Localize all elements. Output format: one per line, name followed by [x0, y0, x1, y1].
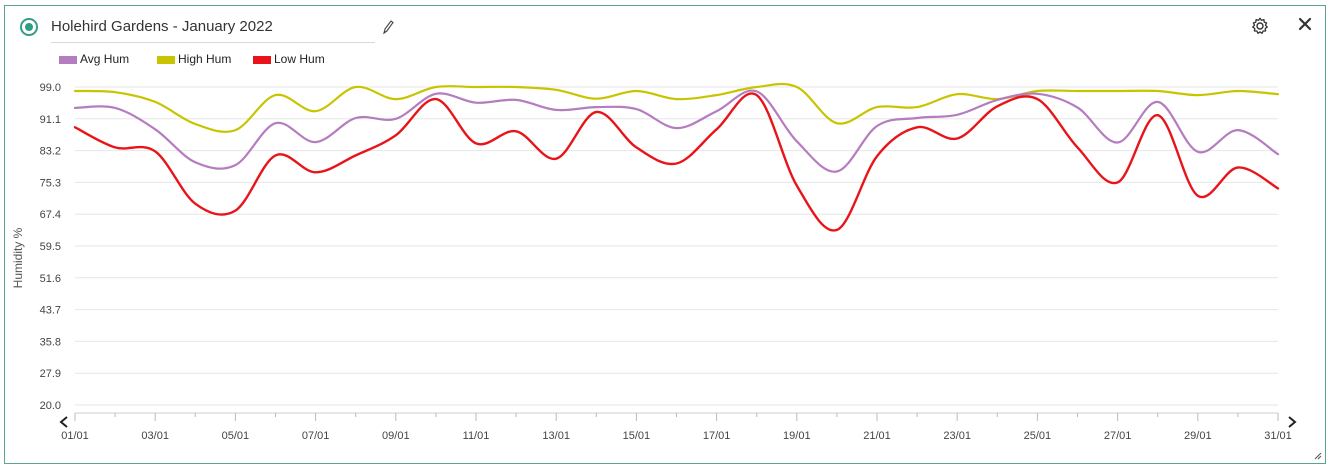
- x-tick-label: 19/01: [783, 430, 811, 442]
- status-radio-icon[interactable]: [20, 18, 38, 36]
- series-line-avg-hum: [73, 89, 1280, 173]
- series-lines: [73, 82, 1280, 232]
- chevron-left-icon[interactable]: [59, 416, 68, 428]
- x-tick-label: 05/01: [222, 430, 250, 442]
- x-tick-label: 31/01: [1264, 430, 1292, 442]
- x-tick-label: 11/01: [463, 430, 490, 442]
- x-axis: 01/01 03/01 05/01 07/01 09/01 11/01 13/01 15/01…: [61, 412, 1292, 442]
- chevron-right-icon[interactable]: [1288, 416, 1297, 428]
- legend-label-avg-hum: Avg Hum: [80, 52, 130, 66]
- x-tick-label: 29/01: [1184, 430, 1212, 442]
- y-tick-label: 67.4: [40, 209, 61, 221]
- y-tick-label: 59.5: [40, 241, 61, 253]
- x-tick-label: 09/01: [382, 430, 410, 442]
- x-tick-label: 03/01: [141, 430, 169, 442]
- chart-window: Holehird Gardens - January 2022 Avg Hum …: [4, 5, 1326, 464]
- grid-lines: [75, 86, 1278, 406]
- x-tick-label: 13/01: [542, 430, 570, 442]
- close-icon[interactable]: [1297, 16, 1313, 32]
- x-tick-label: 15/01: [623, 430, 651, 442]
- legend-swatch-low-hum: [253, 56, 271, 64]
- y-tick-label: 83.2: [40, 146, 61, 158]
- x-tick-label: 21/01: [863, 430, 891, 442]
- chart-plot: 99.0 91.1 83.2 75.3 67.4 59.5 51.6 43.7 35.8 27.9…: [40, 82, 1297, 442]
- y-tick-label: 91.1: [40, 114, 61, 126]
- y-tick-labels: 99.0 91.1 83.2 75.3 67.4 59.5 51.6 43.7 35.8 27.9…: [40, 82, 61, 412]
- y-tick-label: 20.0: [40, 400, 61, 412]
- y-tick-label: 51.6: [40, 273, 61, 285]
- y-tick-label: 99.0: [40, 82, 61, 94]
- legend-swatch-high-hum: [157, 56, 175, 64]
- y-tick-label: 27.9: [40, 368, 61, 380]
- legend-label-low-hum: Low Hum: [274, 52, 325, 66]
- y-tick-label: 75.3: [40, 177, 61, 189]
- gear-icon[interactable]: [1250, 16, 1270, 36]
- x-tick-label: 07/01: [302, 430, 330, 442]
- x-tick-label: 27/01: [1104, 430, 1132, 442]
- y-tick-label: 43.7: [40, 305, 61, 317]
- resize-grip-icon[interactable]: [1314, 452, 1322, 460]
- pager: [59, 416, 1297, 428]
- x-tick-label: 23/01: [943, 430, 971, 442]
- x-tick-label: 25/01: [1024, 430, 1052, 442]
- x-tick-label: 17/01: [703, 430, 731, 442]
- legend-label-high-hum: High Hum: [178, 52, 232, 66]
- y-tick-label: 35.8: [40, 336, 61, 348]
- x-tick-label: 01/01: [61, 430, 89, 442]
- pencil-icon[interactable]: [381, 19, 395, 35]
- series-line-high-hum: [73, 82, 1280, 133]
- window-title[interactable]: Holehird Gardens - January 2022: [51, 18, 375, 43]
- legend-swatch-avg-hum: [59, 56, 77, 64]
- series-line-low-hum: [73, 92, 1280, 232]
- window-header: Holehird Gardens - January 2022: [5, 6, 1325, 46]
